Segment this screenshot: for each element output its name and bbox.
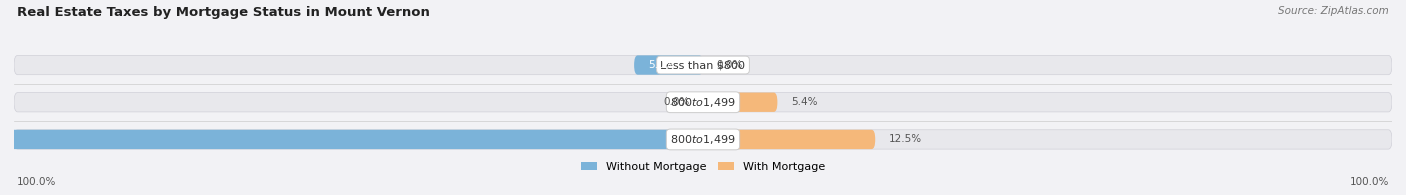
FancyBboxPatch shape	[703, 93, 778, 112]
Text: 5.0%: 5.0%	[648, 60, 675, 70]
Text: 5.4%: 5.4%	[792, 97, 818, 107]
Text: Less than $800: Less than $800	[661, 60, 745, 70]
Text: $800 to $1,499: $800 to $1,499	[671, 133, 735, 146]
Text: 0.0%: 0.0%	[664, 97, 689, 107]
Text: 12.5%: 12.5%	[889, 134, 922, 144]
Text: 0.0%: 0.0%	[717, 60, 742, 70]
FancyBboxPatch shape	[634, 55, 703, 75]
FancyBboxPatch shape	[0, 130, 703, 149]
Text: $800 to $1,499: $800 to $1,499	[671, 96, 735, 109]
FancyBboxPatch shape	[14, 93, 1392, 112]
FancyBboxPatch shape	[14, 55, 1392, 75]
Text: 100.0%: 100.0%	[1350, 177, 1389, 187]
Text: Source: ZipAtlas.com: Source: ZipAtlas.com	[1278, 6, 1389, 16]
Text: Real Estate Taxes by Mortgage Status in Mount Vernon: Real Estate Taxes by Mortgage Status in …	[17, 6, 430, 19]
Text: 100.0%: 100.0%	[17, 177, 56, 187]
FancyBboxPatch shape	[14, 130, 1392, 149]
FancyBboxPatch shape	[703, 130, 876, 149]
Legend: Without Mortgage, With Mortgage: Without Mortgage, With Mortgage	[576, 157, 830, 176]
